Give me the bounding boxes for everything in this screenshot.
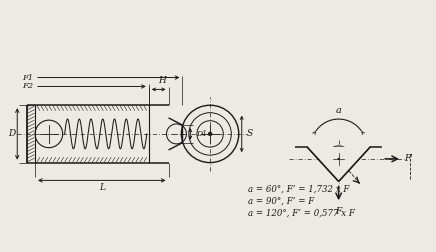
Circle shape xyxy=(208,132,212,136)
Text: D: D xyxy=(8,130,15,138)
Text: H: H xyxy=(158,76,166,85)
Text: F': F' xyxy=(404,154,413,163)
Circle shape xyxy=(338,158,340,160)
Text: F1: F1 xyxy=(22,74,33,82)
Text: L: L xyxy=(99,183,105,192)
Text: a = 90°, F’ = F: a = 90°, F’ = F xyxy=(248,197,314,206)
Text: F2: F2 xyxy=(22,82,33,90)
Polygon shape xyxy=(307,147,370,181)
Text: a = 120°, F’ = 0,577 x F: a = 120°, F’ = 0,577 x F xyxy=(248,208,354,217)
Text: a = 60°, F’ = 1,732 x F: a = 60°, F’ = 1,732 x F xyxy=(248,185,349,194)
Text: a: a xyxy=(336,106,341,115)
Text: F: F xyxy=(336,207,342,216)
Text: S: S xyxy=(247,130,253,138)
Text: D1: D1 xyxy=(196,130,207,138)
